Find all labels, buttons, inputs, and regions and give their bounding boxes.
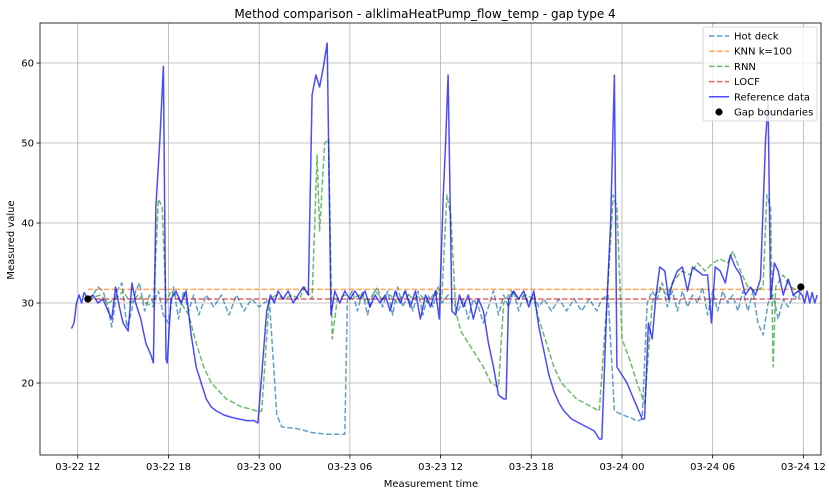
x-axis-label: Measurement time [384, 479, 478, 490]
legend-box [702, 26, 818, 122]
legend-label: Hot deck [734, 32, 779, 43]
y-tick-label: 30 [21, 299, 34, 310]
x-axis: 03-22 12 03-22 18 03-23 00 03-23 06 03-23 12… [55, 455, 826, 473]
legend-marker-gap-boundaries [715, 108, 723, 116]
x-tick-label: 03-24 12 [781, 462, 826, 473]
axes-frame [39, 22, 822, 456]
series-line-rnn [87, 138, 801, 412]
x-tick-label: 03-24 00 [599, 462, 644, 473]
legend-label: Reference data [734, 92, 810, 103]
plot-area [70, 42, 818, 440]
x-tick-label: 03-23 00 [237, 462, 282, 473]
x-tick-label: 03-22 12 [55, 462, 100, 473]
x-tick-label: 03-23 18 [509, 462, 554, 473]
legend-label: RNN [734, 62, 756, 73]
y-tick-label: 20 [21, 379, 34, 390]
gap-boundary-marker [84, 295, 92, 303]
y-axis-label: Measured value [6, 200, 17, 279]
y-tick-label: 60 [21, 59, 34, 70]
legend-label: Gap boundaries [734, 108, 813, 119]
x-tick-label: 03-23 06 [327, 462, 372, 473]
y-tick-label: 50 [21, 139, 34, 150]
y-axis: 20 30 40 50 60 [21, 59, 40, 390]
legend-label: LOCF [734, 77, 760, 88]
chart-title: Method comparison - alklimaHeatPump_flow… [234, 7, 615, 21]
gap-boundary-marker [797, 283, 805, 291]
x-tick-label: 03-22 18 [146, 462, 191, 473]
legend: Hot deck KNN k=100 RNN LOCF Reference data Ga… [702, 26, 818, 122]
x-tick-label: 03-24 06 [690, 462, 735, 473]
legend-label: KNN k=100 [734, 47, 792, 58]
series-line-reference-data [70, 42, 818, 440]
x-tick-label: 03-23 12 [418, 462, 463, 473]
y-tick-label: 40 [21, 219, 34, 230]
